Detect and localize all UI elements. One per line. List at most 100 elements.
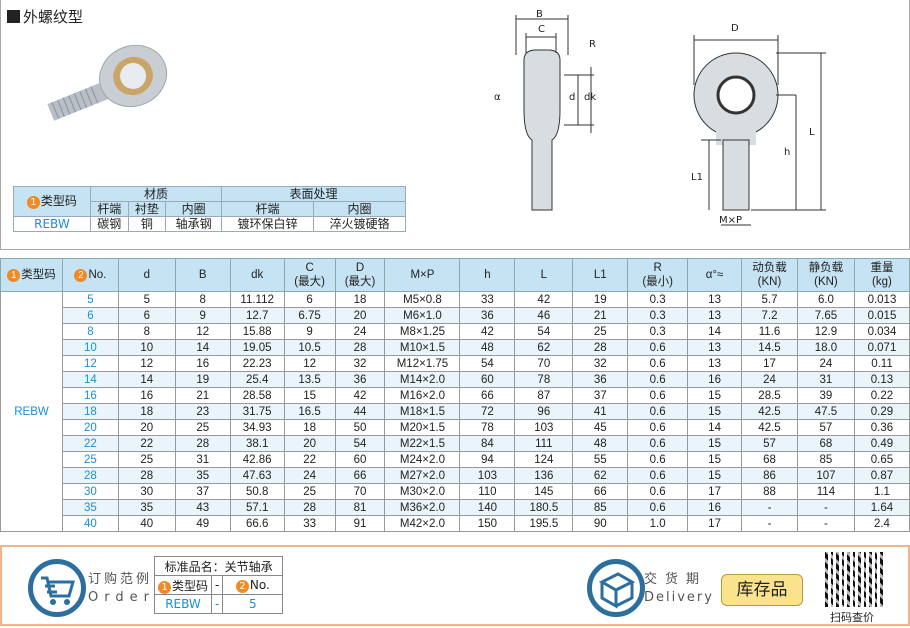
table-cell: 94 (459, 451, 516, 468)
table-cell: 18 (61, 403, 119, 420)
column-header: 2 No. (61, 258, 119, 292)
table-cell: 136 (514, 467, 574, 484)
table-cell: 66 (572, 483, 629, 500)
table-cell: 88 (741, 483, 798, 500)
table-cell: M36×2.0 (384, 499, 461, 516)
column-header: C (最大) (283, 258, 336, 292)
table-cell: M20×1.5 (384, 419, 461, 436)
table-cell: 20 (61, 419, 119, 436)
table-cell: 5 (61, 291, 119, 308)
qr-code[interactable] (825, 552, 885, 607)
table-cell: 36 (334, 371, 386, 388)
table-cell: 0.65 (853, 451, 910, 468)
table-cell: 66 (459, 387, 516, 404)
table-cell: 15 (687, 451, 743, 468)
table-cell: 22 (61, 435, 119, 452)
table-cell: 12 (117, 355, 176, 372)
table-cell: 86 (741, 467, 798, 484)
column-header: L1 (572, 258, 629, 292)
table-cell: 7.65 (796, 307, 855, 324)
table-cell: 47.5 (796, 403, 855, 420)
table-cell: 13 (687, 339, 743, 356)
table-cell: 1.0 (627, 515, 689, 532)
table-cell: 62 (572, 467, 629, 484)
table-cell: 57.1 (229, 499, 285, 516)
table-cell: 10 (117, 339, 176, 356)
table-cell: 14 (687, 323, 743, 340)
table-cell: 50.8 (229, 483, 285, 500)
table-cell: 0.6 (627, 467, 689, 484)
table-cell: 33 (283, 515, 336, 532)
table-cell: 111 (514, 435, 574, 452)
table-cell: 46 (514, 307, 574, 324)
svg-text:C: C (538, 24, 545, 35)
table-cell: 60 (459, 371, 516, 388)
table-cell: 12.9 (796, 323, 855, 340)
table-cell: 15 (283, 387, 336, 404)
table-cell: 28 (283, 499, 336, 516)
table-cell: M27×2.0 (384, 467, 461, 484)
column-header: R (最小) (627, 258, 689, 292)
table-cell: 42 (459, 323, 516, 340)
table-cell: 13 (687, 307, 743, 324)
table-cell: 54 (514, 323, 574, 340)
table-cell: M8×1.25 (384, 323, 461, 340)
table-cell: 17 (741, 355, 798, 372)
table-cell: 66 (334, 467, 386, 484)
table-row: 8 8 12 15.88 9 24 M8×1.25 42 54 25 0.3 14 11.6 12.9 0.… (1, 323, 910, 340)
table-cell: M16×2.0 (384, 387, 461, 404)
table-cell: 195.5 (514, 515, 574, 532)
table-cell: 42 (334, 387, 386, 404)
table-cell: 60 (334, 451, 386, 468)
table-cell: 22 (117, 435, 176, 452)
table-cell: 8 (174, 291, 231, 308)
table-cell: 28.5 (741, 387, 798, 404)
table-cell: 17 (687, 483, 743, 500)
table-cell: 18 (117, 403, 176, 420)
table-cell: 91 (334, 515, 386, 532)
table-row: 16 16 21 28.58 15 42 M16×2.0 66 87 37 0.6 15 28.5 39 0… (1, 387, 910, 404)
table-cell: 48 (572, 435, 629, 452)
table-cell: - (796, 499, 855, 516)
table-cell: 0.36 (853, 419, 910, 436)
section-title: 外螺纹型 (7, 6, 83, 27)
table-cell: 22.23 (229, 355, 285, 372)
svg-text:L: L (809, 127, 815, 138)
side-view-drawing: B C R d dk α (494, 9, 596, 211)
column-header: d (117, 258, 176, 292)
table-cell: 42 (514, 291, 574, 308)
table-cell: 103 (459, 467, 516, 484)
table-cell: 14 (687, 419, 743, 436)
table-cell: 57 (796, 419, 855, 436)
table-cell: 0.6 (627, 355, 689, 372)
table-cell: 0.071 (853, 339, 910, 356)
table-cell: 47.63 (229, 467, 285, 484)
table-cell: 13.5 (283, 371, 336, 388)
table-cell: 85 (572, 499, 629, 516)
table-cell: 9 (283, 323, 336, 340)
table-row: REBW 5 5 8 11.112 6 18 M5×0.8 33 42 19 0.3 13 5.7 6.0 0… (0, 291, 910, 532)
table-cell: 40 (61, 515, 119, 532)
table-cell: 42.86 (229, 451, 285, 468)
column-header: 静负载 (KN) (796, 258, 855, 292)
table-cell: 70 (514, 355, 574, 372)
order-example-table: 标准品名：关节轴承 1 类型码 -2 No. REBW -5 (153, 556, 284, 614)
table-cell: M5×0.8 (384, 291, 461, 308)
cart-icon (28, 559, 86, 617)
table-cell: 48 (459, 339, 516, 356)
table-cell: 28 (61, 467, 119, 484)
table-cell: M42×2.0 (384, 515, 461, 532)
table-cell: 0.6 (627, 499, 689, 516)
table-cell: 23 (174, 403, 231, 420)
table-cell: 30 (117, 483, 176, 500)
column-header: h (459, 258, 516, 292)
svg-text:R: R (589, 39, 596, 50)
table-row: 14 14 19 25.4 13.5 36 M14×2.0 60 78 36 0.6 16 24 31 0.… (1, 371, 910, 388)
table-cell: M18×1.5 (384, 403, 461, 420)
table-cell: 37 (572, 387, 629, 404)
table-cell: 0.49 (853, 435, 910, 452)
table-cell: 72 (459, 403, 516, 420)
table-cell: 68 (796, 435, 855, 452)
table-cell: 19 (174, 371, 231, 388)
table-cell: 24 (741, 371, 798, 388)
